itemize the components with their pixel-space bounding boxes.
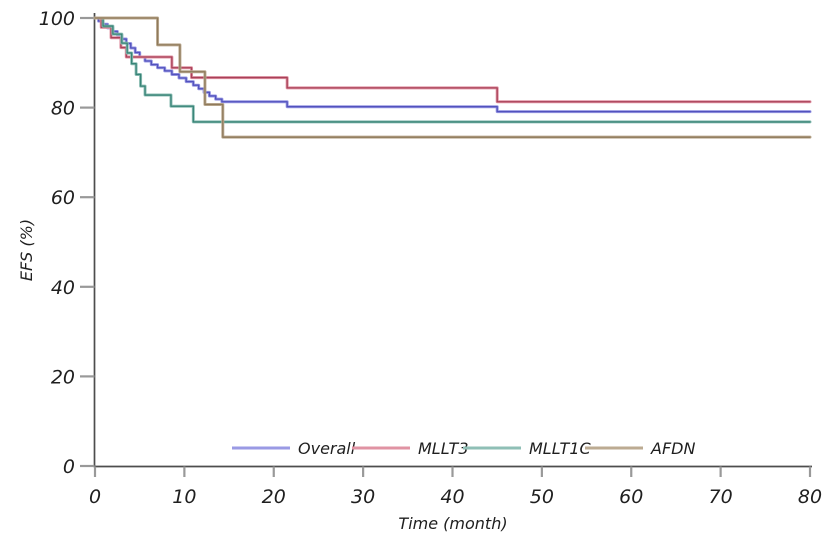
legend-label: MLLT3 (418, 439, 469, 458)
legend-label: MLLT1C (529, 439, 592, 458)
series-line-overall-outer (93, 16, 812, 114)
x-tick-label: 20 (262, 486, 286, 508)
legend-item-mllt3: MLLT3 (352, 439, 469, 458)
series-line-overall (94, 17, 811, 113)
legend-label: AFDN (650, 439, 695, 458)
legend-item-mllt1c: MLLT1C (463, 439, 592, 458)
x-tick-label: 40 (440, 486, 464, 508)
y-tick-label: 0 (63, 456, 75, 478)
y-tick-label: 40 (51, 277, 75, 299)
x-tick-label: 50 (530, 486, 554, 508)
y-tick-label: 60 (51, 187, 75, 209)
x-tick-label: 0 (89, 486, 101, 508)
x-tick-label: 30 (351, 486, 375, 508)
y-tick-label: 20 (51, 366, 75, 388)
series-line-mllt1c (94, 17, 811, 123)
axes (93, 13, 812, 468)
legend-item-afdn: AFDN (585, 439, 695, 458)
legend-item-overall: Overall (232, 439, 356, 458)
legend-label: Overall (298, 439, 356, 458)
x-axis-title: Time (month) (398, 514, 507, 533)
y-axis-title: EFS (%) (17, 219, 36, 281)
y-tick-label: 100 (39, 8, 75, 30)
x-tick-label: 80 (798, 486, 822, 508)
x-tick-label: 10 (172, 486, 196, 508)
series-line-afdn (94, 17, 811, 138)
x-tick-label: 70 (709, 486, 733, 508)
y-tick-label: 80 (51, 98, 75, 120)
x-tick-label: 60 (619, 486, 643, 508)
